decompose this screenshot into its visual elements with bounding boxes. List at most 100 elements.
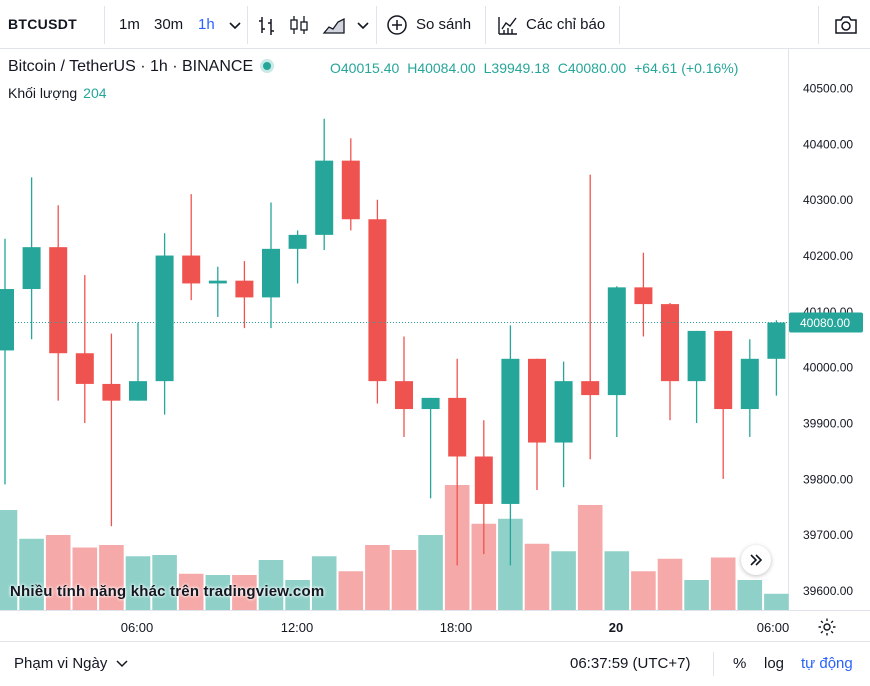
volume-bar	[365, 545, 390, 610]
price-label: 40000.00	[803, 361, 853, 375]
time-axis[interactable]: 06:00 12:00 18:00 20 06:00	[0, 610, 870, 642]
chevron-down-icon[interactable]	[228, 13, 242, 37]
candles-chart-style-icon[interactable]	[288, 13, 310, 37]
volume-bar	[258, 560, 284, 610]
low-key: L	[483, 60, 492, 76]
candle-body	[0, 289, 14, 351]
date-range-selector[interactable]: Phạm vi Ngày	[14, 655, 128, 672]
indicators-icon[interactable]	[496, 13, 520, 37]
price-label: 39800.00	[803, 472, 853, 486]
high-value: 40084.00	[417, 60, 476, 76]
symbol-search-button[interactable]: BTCUSDT	[8, 16, 77, 32]
candle-body	[262, 248, 280, 298]
volume-bar	[285, 580, 310, 610]
toolbar-divider	[247, 6, 248, 44]
volume-bar	[631, 571, 656, 610]
price-label: 39900.00	[803, 417, 853, 431]
volume-bar	[338, 571, 364, 610]
bar-chart-style-icon[interactable]	[256, 13, 278, 37]
double-chevron-right-icon	[750, 554, 763, 566]
candle-body	[554, 381, 573, 443]
gear-icon[interactable]	[817, 617, 837, 637]
log-scale-toggle[interactable]: log	[764, 655, 785, 672]
scroll-to-realtime-button[interactable]	[741, 545, 771, 575]
chart-legend: Bitcoin / TetherUS · 1h · BINANCE	[8, 58, 279, 76]
toolbar-divider	[485, 6, 486, 44]
price-label: 40500.00	[803, 82, 853, 96]
candle-body	[341, 160, 360, 220]
candle-body	[501, 358, 520, 504]
open-value: 40015.40	[340, 60, 400, 76]
price-label: 40300.00	[803, 193, 853, 207]
candle-body	[661, 304, 679, 382]
candle-body	[208, 280, 227, 284]
chevron-down-icon	[116, 660, 128, 668]
area-chart-style-icon[interactable]	[322, 13, 346, 37]
close-key: C	[557, 60, 568, 76]
candle-body	[22, 247, 41, 290]
open-key: O	[330, 60, 341, 76]
candle-body	[421, 397, 440, 410]
candle-body	[395, 381, 413, 410]
candle-body	[288, 234, 307, 249]
volume-bar	[604, 551, 630, 610]
bottom-divider	[713, 652, 714, 676]
toolbar-divider	[619, 6, 620, 44]
volume-value: 204	[83, 85, 107, 101]
volume-bar	[524, 543, 550, 610]
bottom-toolbar: Phạm vi Ngày 06:37:59 (UTC+7) % log tự đ…	[0, 642, 870, 686]
candle-body	[235, 280, 254, 298]
candle-body	[714, 330, 733, 410]
compare-button[interactable]: So sánh	[416, 16, 472, 33]
candle-body	[368, 219, 387, 382]
candle-body	[102, 383, 121, 401]
volume-bar	[684, 580, 709, 610]
camera-snapshot-icon[interactable]	[833, 13, 859, 37]
toolbar-divider	[376, 6, 377, 44]
timezone-clock[interactable]: 06:37:59 (UTC+7)	[570, 655, 691, 672]
interval-1m-button[interactable]: 1m	[119, 16, 140, 33]
change-value: +64.61 (+0.16%)	[634, 60, 739, 76]
auto-scale-toggle[interactable]: tự động	[801, 655, 853, 672]
volume-bar	[0, 510, 18, 610]
interval-30m-button[interactable]: 30m	[154, 16, 184, 33]
tradingview-watermark[interactable]: Nhiều tính năng khác trên tradingview.co…	[10, 583, 325, 600]
candlestick-chart[interactable]: 40500.0040400.0040300.0040200.0040100.00…	[0, 49, 870, 610]
time-label: 06:00	[120, 620, 154, 635]
indicators-button[interactable]: Các chỉ báo	[526, 16, 606, 33]
date-label: 20	[608, 620, 624, 635]
volume-bar	[311, 556, 337, 610]
symbol-title[interactable]: Bitcoin / TetherUS · 1h · BINANCE	[8, 58, 254, 75]
price-label: 39700.00	[803, 528, 853, 542]
compare-plus-icon[interactable]	[386, 13, 408, 37]
volume-bar	[391, 550, 417, 610]
close-value: 40080.00	[567, 60, 627, 76]
volume-bar	[657, 558, 683, 610]
percent-scale-toggle[interactable]: %	[733, 655, 747, 672]
time-label: 12:00	[280, 620, 314, 635]
volume-bar	[19, 538, 44, 610]
volume-bar	[764, 593, 789, 610]
chart-area[interactable]: 40500.00 40400.00 40300.00 40200.00 40100.00…	[0, 49, 870, 610]
volume-bar	[737, 580, 763, 610]
volume-bar	[45, 535, 71, 610]
candle-body	[448, 397, 467, 457]
candle-body	[767, 322, 786, 359]
volume-bar	[99, 545, 124, 610]
candle-body	[315, 160, 334, 235]
time-label: 18:00	[439, 620, 473, 635]
volume-legend[interactable]: Khối lượng 204	[8, 85, 107, 101]
volume-bar	[232, 575, 257, 610]
price-label: 39600.00	[803, 584, 853, 598]
volume-bar	[551, 551, 576, 610]
candle-body	[49, 247, 68, 354]
toolbar-divider	[818, 6, 819, 44]
chevron-down-icon[interactable]	[356, 13, 370, 37]
candle-body	[75, 353, 94, 384]
volume-bar	[577, 505, 603, 610]
volume-bar	[418, 535, 443, 610]
volume-bar	[178, 573, 204, 610]
candle-body	[474, 456, 493, 504]
volume-bar	[72, 547, 98, 610]
interval-1h-button[interactable]: 1h	[198, 16, 215, 33]
